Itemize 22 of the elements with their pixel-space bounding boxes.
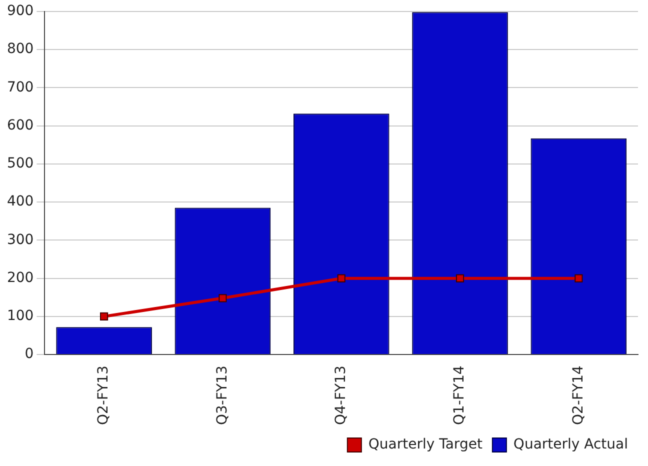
x-tick-label: Q2-FY14 <box>570 366 586 426</box>
point <box>218 294 227 302</box>
y-tick-label: 700 <box>6 79 34 96</box>
y-tick-label: 600 <box>6 117 34 134</box>
y-tick-label: 0 <box>24 346 34 362</box>
x-tick-label: Q1-FY14 <box>452 366 468 426</box>
x-tick-label: Q3-FY13 <box>214 366 230 426</box>
y-tick-label: 400 <box>6 194 34 210</box>
point <box>100 312 108 321</box>
point <box>456 274 464 282</box>
y-tick-label: 900 <box>6 3 34 20</box>
y-tick-label: 300 <box>6 232 34 248</box>
x-tick-label: Q2-FY13 <box>96 366 112 426</box>
x-tick-label: Q4-FY13 <box>333 366 349 426</box>
y-tick-label: 800 <box>6 41 34 58</box>
point <box>337 274 346 282</box>
y-tick-label: 200 <box>6 270 34 286</box>
y-tick-label: 100 <box>6 308 34 324</box>
legend-label: Quarterly Actual <box>513 436 628 453</box>
legend-label: Quarterly Target <box>368 436 483 453</box>
y-tick-label: 500 <box>6 156 34 172</box>
point <box>574 274 583 282</box>
